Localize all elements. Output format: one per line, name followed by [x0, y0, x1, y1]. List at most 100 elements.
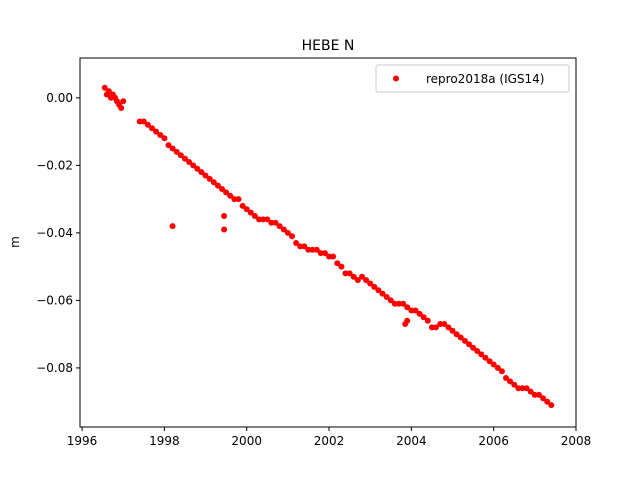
data-point: [140, 118, 147, 125]
data-point: [272, 219, 279, 226]
data-point: [424, 317, 431, 324]
data-point: [280, 226, 287, 233]
data-point: [309, 246, 316, 253]
data-point: [231, 196, 238, 203]
y-tick-label: 0.00: [46, 91, 73, 105]
data-point: [101, 84, 108, 91]
data-point: [260, 216, 267, 223]
y-axis-label: m: [8, 236, 22, 248]
data-point: [247, 209, 254, 216]
data-point: [359, 273, 365, 280]
data-point: [177, 152, 184, 159]
data-point: [268, 219, 275, 226]
data-point: [531, 391, 538, 398]
data-point: [243, 206, 250, 213]
data-point: [503, 375, 509, 381]
data-point: [482, 354, 489, 361]
data-point: [466, 341, 472, 348]
data-point: [289, 233, 295, 240]
data-point: [387, 297, 394, 304]
data-point: [498, 368, 505, 375]
data-point: [486, 358, 493, 365]
data-point: [367, 280, 374, 287]
data-point: [371, 283, 378, 290]
data-point: [264, 216, 271, 223]
data-point: [190, 162, 197, 169]
data-point: [313, 246, 320, 253]
data-point: [210, 179, 217, 186]
data-point: [120, 98, 127, 105]
data-point: [202, 172, 209, 179]
data-point: [169, 145, 176, 152]
data-point: [301, 243, 308, 250]
data-point: [198, 169, 205, 176]
data-point: [441, 321, 448, 327]
data-point: [507, 378, 514, 385]
data-point: [408, 307, 415, 314]
data-point: [420, 314, 427, 321]
data-point: [416, 310, 423, 317]
data-point: [379, 290, 386, 297]
data-point: [235, 196, 242, 203]
data-point: [194, 165, 201, 172]
data-point: [276, 223, 283, 230]
data-point: [326, 253, 332, 260]
data-point: [206, 175, 213, 182]
data-point: [239, 202, 246, 209]
data-point: [437, 321, 444, 327]
data-point: [305, 246, 312, 253]
data-point: [490, 361, 497, 368]
data-point: [161, 135, 168, 142]
data-point: [375, 287, 382, 294]
data-point: [453, 331, 460, 338]
data-point: [157, 132, 164, 138]
legend-box: [375, 64, 570, 93]
data-point: [221, 226, 228, 233]
data-point: [404, 304, 411, 311]
plot-frame: [79, 57, 577, 428]
data-point: [173, 148, 180, 155]
y-tick-label: −0.08: [36, 361, 73, 375]
data-point: [153, 128, 160, 135]
data-point: [412, 307, 419, 314]
data-point: [342, 270, 349, 277]
data-point: [149, 125, 155, 132]
data-point: [523, 385, 530, 392]
data-point: [227, 192, 234, 199]
data-point: [391, 300, 398, 307]
data-point: [330, 253, 337, 260]
data-point: [527, 388, 534, 395]
data-point: [428, 324, 435, 331]
legend-label: repro2018a (IGS14): [426, 72, 544, 86]
data-point: [293, 240, 300, 246]
data-point: [396, 300, 402, 307]
data-point: [317, 250, 324, 257]
x-tick-label: 2002: [314, 434, 345, 448]
data-point: [449, 327, 456, 334]
data-point: [354, 277, 361, 284]
data-point: [478, 351, 485, 358]
x-tick-label: 2000: [231, 434, 262, 448]
data-point: [383, 294, 390, 300]
y-tick-label: −0.04: [36, 226, 73, 240]
x-axis-ticks: 1996 1998 2000 2002 2004 2006 2008: [67, 427, 591, 448]
legend: repro2018a (IGS14): [375, 64, 570, 93]
legend-marker: [393, 75, 399, 82]
data-point: [338, 263, 345, 270]
data-point: [297, 243, 304, 250]
data-point: [221, 213, 228, 219]
data-point: [186, 159, 193, 165]
y-axis-ticks: 0.00 −0.02 −0.04 −0.06 −0.08: [36, 91, 80, 375]
y-tick-label: −0.06: [36, 293, 73, 307]
data-point: [105, 88, 112, 95]
data-point: [519, 385, 526, 392]
data-point: [169, 223, 176, 230]
data-point: [251, 213, 258, 219]
data-point: [494, 364, 501, 371]
data-point: [457, 334, 464, 341]
x-tick-label: 1998: [149, 434, 180, 448]
x-tick-label: 1996: [67, 434, 98, 448]
data-point: [445, 324, 452, 331]
x-tick-label: 2006: [478, 434, 509, 448]
